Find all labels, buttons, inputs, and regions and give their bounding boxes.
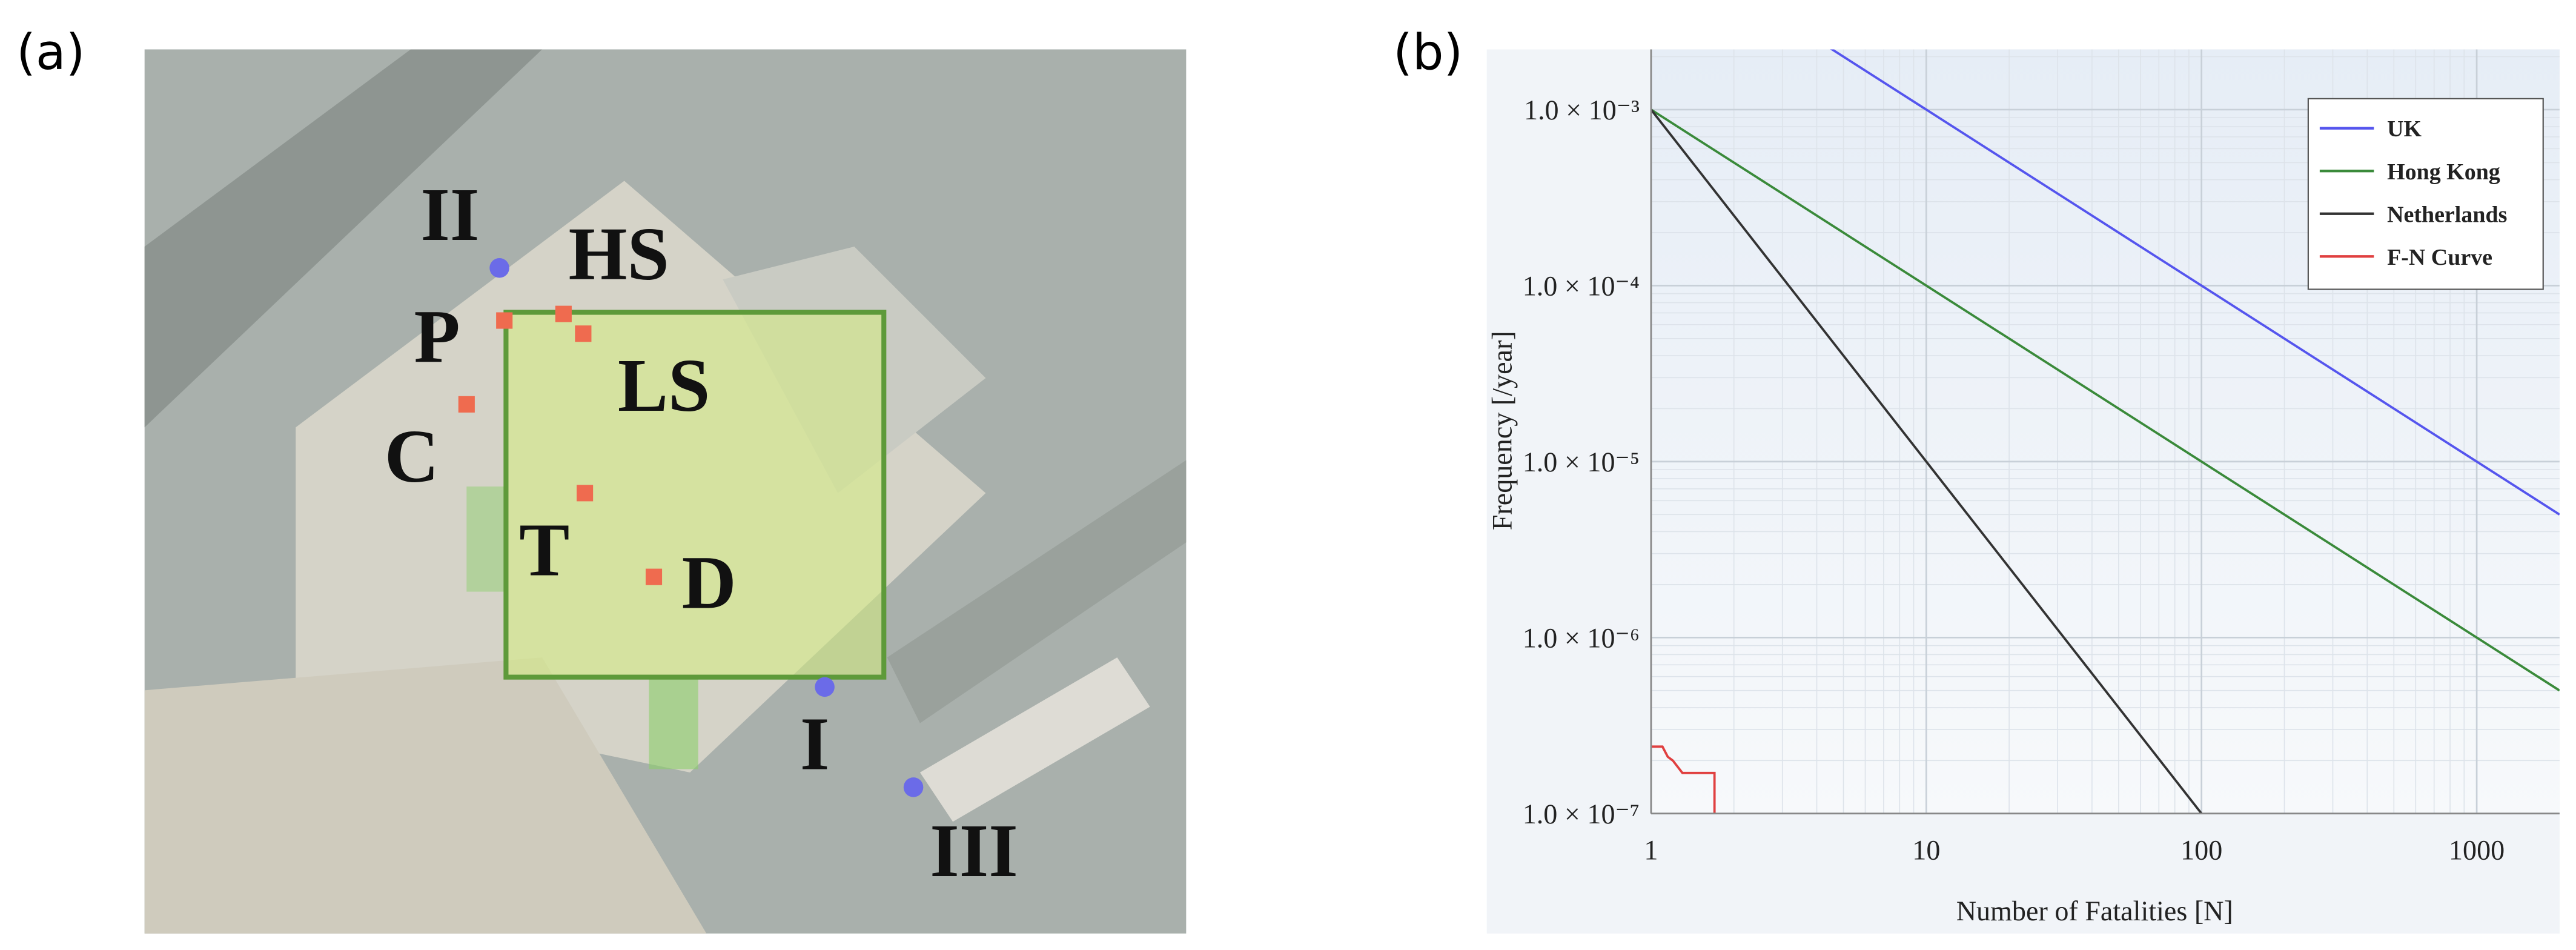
y-tick-label: 1.0 × 10⁻⁴ [1523, 271, 1640, 302]
y-tick-label: 1.0 × 10⁻⁶ [1523, 623, 1640, 654]
map-label: I [800, 702, 830, 786]
legend-label: UK [2387, 116, 2422, 142]
x-tick-label: 100 [2180, 835, 2222, 866]
map-label: III [930, 809, 1018, 892]
map-label: HS [568, 212, 669, 296]
y-tick-label: 1.0 × 10⁻⁵ [1523, 447, 1640, 477]
map-label: LS [618, 344, 710, 427]
x-axis-title: Number of Fatalities [N] [1956, 895, 2233, 926]
panel-label: (b) [1393, 24, 1463, 81]
map-label: C [385, 414, 439, 498]
map-label: P [414, 294, 460, 378]
y-tick-label: 1.0 × 10⁻⁷ [1523, 799, 1640, 829]
legend-box [2307, 98, 2544, 290]
y-tick-label: 1.0 × 10⁻³ [1524, 95, 1640, 125]
map-label: T [519, 508, 569, 591]
series-line [1651, 745, 1716, 814]
series-line [1651, 108, 2203, 814]
legend-label: Hong Kong [2387, 159, 2500, 185]
x-tick-label: 1 [1644, 835, 1658, 866]
map-label: D [682, 541, 737, 625]
series-line [1830, 49, 2560, 516]
panel-label: (a) [16, 24, 85, 81]
y-axis-title: Frequency [/year] [1486, 331, 1517, 530]
legend-label: Netherlands [2387, 202, 2507, 227]
x-tick-label: 10 [1912, 835, 1940, 866]
legend-label: F-N Curve [2387, 245, 2492, 270]
map-label: II [420, 173, 479, 256]
x-tick-label: 1000 [2449, 835, 2505, 866]
series-line [1651, 108, 2560, 692]
aerial-map [144, 49, 1187, 934]
